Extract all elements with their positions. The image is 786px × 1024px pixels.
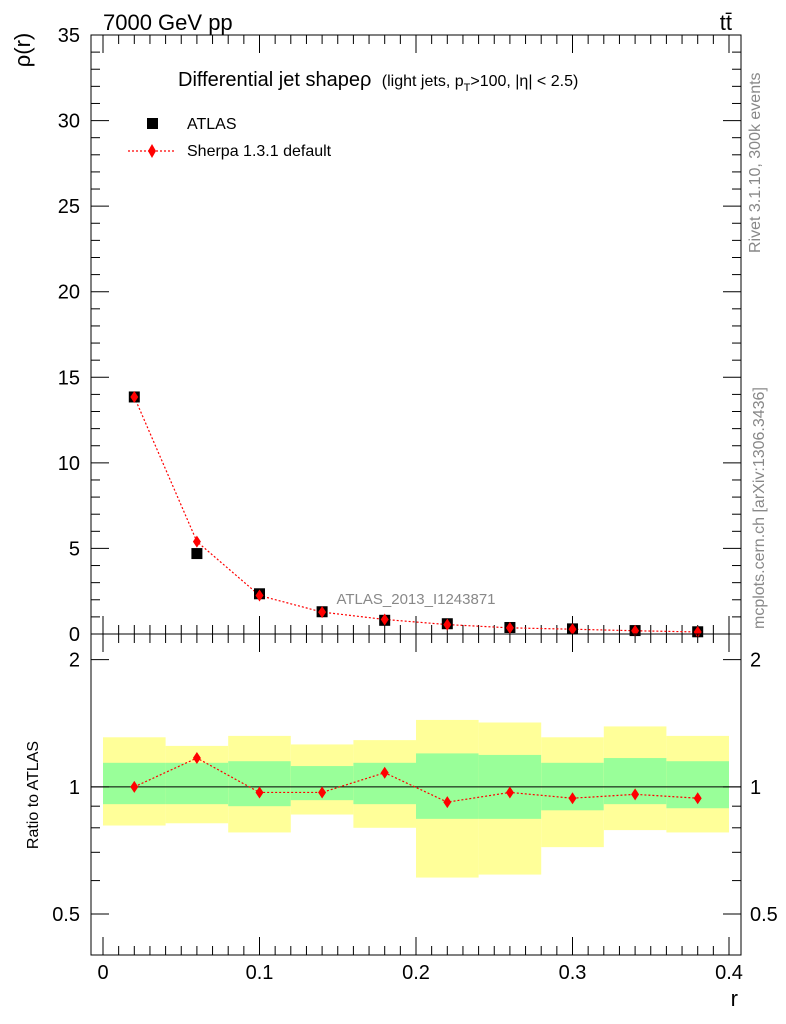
mc-point: [443, 618, 452, 631]
mc-point: [505, 621, 514, 634]
xtick-label: 0.1: [246, 962, 274, 984]
top-ytick-label: 5: [69, 538, 80, 560]
rivet-label: Rivet 3.1.10, 300k events: [747, 72, 764, 253]
energy-label: 7000 GeV pp: [103, 10, 233, 35]
ratio-point: [505, 786, 514, 799]
legend-mc-label: Sherpa 1.3.1 default: [187, 143, 332, 160]
xtick-label: 0: [97, 962, 108, 984]
title-main: Differential jet shapeρ: [178, 69, 371, 91]
bottom-ytick-label-left: 2: [69, 650, 80, 672]
bottom-ytick-label-left: 0.5: [52, 904, 80, 926]
plot-title: Differential jet shapeρ (light jets, pT>…: [178, 69, 578, 94]
mc-point: [693, 625, 702, 638]
ratio-point: [192, 752, 201, 765]
mc-point: [568, 623, 577, 636]
atlas-point: [191, 548, 203, 560]
ratio-point: [380, 766, 389, 779]
bottom-ytick-label-left: 1: [69, 777, 80, 799]
bottom-ytick-label-right: 1: [750, 777, 761, 799]
bottom-ytick-label-right: 2: [750, 650, 761, 672]
mc-point: [192, 535, 201, 548]
title-sub-prefix: (light jets, p: [382, 73, 464, 90]
top-ytick-label: 10: [58, 453, 80, 475]
top-ytick-label: 15: [58, 367, 80, 389]
xtick-label: 0.2: [402, 962, 430, 984]
bottom-panel: 0.5 0.5 1 1 2 2 0 0.1 0.2 0.3 0.4: [52, 633, 778, 984]
mc-point: [380, 613, 389, 626]
top-ytick-label: 30: [58, 111, 80, 133]
ratio-point: [443, 796, 452, 809]
top-panel: 0 5 10 15 20 25 30 35: [58, 25, 742, 646]
top-ytick-label: 35: [58, 25, 80, 47]
mc-point: [255, 589, 264, 602]
ratio-point: [693, 792, 702, 805]
bottom-ytick-label-right: 0.5: [750, 904, 778, 926]
mc-point: [130, 390, 139, 403]
ratio-point: [130, 780, 139, 793]
process-label: tt̄: [720, 10, 732, 35]
top-ytick-label: 0: [69, 624, 80, 646]
ratio-point: [255, 786, 264, 799]
top-ytick-label: 25: [58, 196, 80, 218]
legend-data-label: ATLAS: [187, 116, 237, 133]
ratio-point: [568, 792, 577, 805]
xlabel: r: [731, 986, 738, 1011]
analysis-label: ATLAS_2013_I1243871: [336, 591, 495, 608]
title-sub-sub: T: [464, 82, 471, 94]
ratio-point: [318, 786, 327, 799]
bottom-ylabel: Ratio to ATLAS: [25, 741, 42, 849]
mc-point: [318, 606, 327, 619]
ratio-point: [631, 788, 640, 801]
top-ylabel: ρ(r): [10, 33, 35, 68]
top-ytick-label: 20: [58, 282, 80, 304]
ratio-line: [134, 757, 698, 803]
band-inner: [165, 762, 229, 805]
legend-mc-marker: [148, 144, 156, 158]
xtick-label: 0.4: [715, 962, 743, 984]
mcplots-label: mcplots.cern.ch [arXiv:1306.3436]: [751, 387, 768, 629]
legend-data-marker: [147, 118, 158, 129]
band-inner: [416, 753, 479, 819]
xtick-label: 0.3: [559, 962, 587, 984]
title-sub-suffix: >100, |η| < 2.5): [470, 73, 578, 90]
band-inner: [228, 761, 291, 807]
